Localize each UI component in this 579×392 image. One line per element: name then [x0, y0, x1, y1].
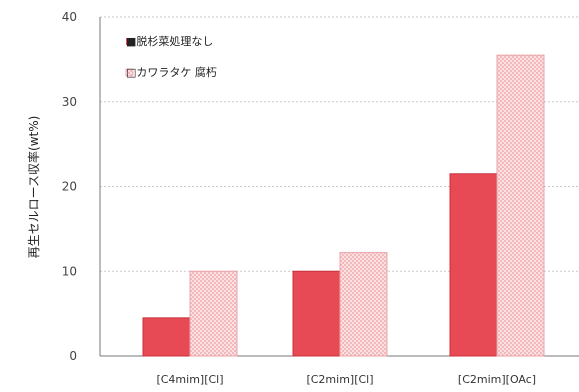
y-tick-label: 0 [69, 349, 77, 363]
legend-swatch-series-1 [126, 38, 133, 45]
x-tick-label: [C4mim][Cl] [156, 373, 223, 386]
legend: ■脱杉菜処理なし □カワラタケ 腐朽 [125, 34, 217, 79]
x-tick-labels: [C4mim][Cl] [C2mim][Cl] [C2mim][OAc] [156, 373, 536, 386]
bar-series-2 [496, 54, 545, 357]
bar-series-1 [292, 270, 341, 357]
bar-series-1 [449, 173, 498, 357]
y-tick-label: 20 [62, 180, 77, 194]
bar-series-2 [189, 270, 238, 357]
x-tick-label: [C2mim][Cl] [306, 373, 373, 386]
y-axis-label: 再生セルロース収率(wt%) [26, 116, 41, 259]
x-tick-label: [C2mim][OAc] [458, 373, 536, 386]
y-tick-label: 30 [62, 95, 77, 109]
y-tick-label: 10 [62, 264, 77, 278]
y-tick-label: 40 [62, 10, 77, 24]
y-tick-labels: 0 10 20 30 40 [62, 10, 77, 363]
bar-series-1 [142, 317, 191, 357]
bars [142, 54, 545, 357]
legend-swatch-series-2 [125, 68, 134, 77]
bar-series-2 [339, 252, 388, 357]
legend-label-series-2: □カワラタケ 腐朽 [126, 65, 217, 79]
legend-label-series-1: ■脱杉菜処理なし [126, 34, 213, 48]
